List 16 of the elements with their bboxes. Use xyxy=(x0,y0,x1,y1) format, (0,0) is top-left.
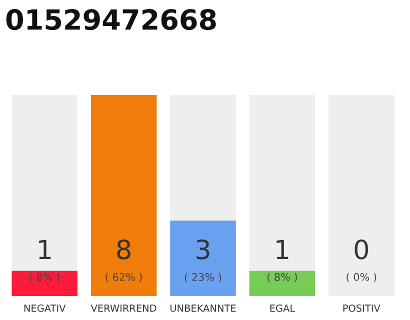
x-tick-label: VERWIRREND xyxy=(90,304,156,312)
annotation: ( 62% ) xyxy=(106,272,142,282)
annotation: ( 23% ) xyxy=(184,272,222,282)
chart-title: 01529472668 xyxy=(6,9,216,30)
data-label: 3 xyxy=(196,239,210,260)
data-label: 1 xyxy=(276,240,288,260)
annotation: ( 0% ) xyxy=(346,272,376,282)
x-tick-label: NEGATIV xyxy=(24,304,66,312)
annotation: ( 8% ) xyxy=(30,272,60,282)
data-label: 1 xyxy=(39,240,51,260)
x-tick-label: POSITIV xyxy=(343,304,380,312)
data-label: 8 xyxy=(117,239,130,260)
x-tick-label: UNBEKANNTE xyxy=(170,304,236,312)
annotation: ( 8% ) xyxy=(267,272,297,282)
x-tick-label: EGAL xyxy=(270,304,296,312)
data-label: 0 xyxy=(354,239,368,260)
